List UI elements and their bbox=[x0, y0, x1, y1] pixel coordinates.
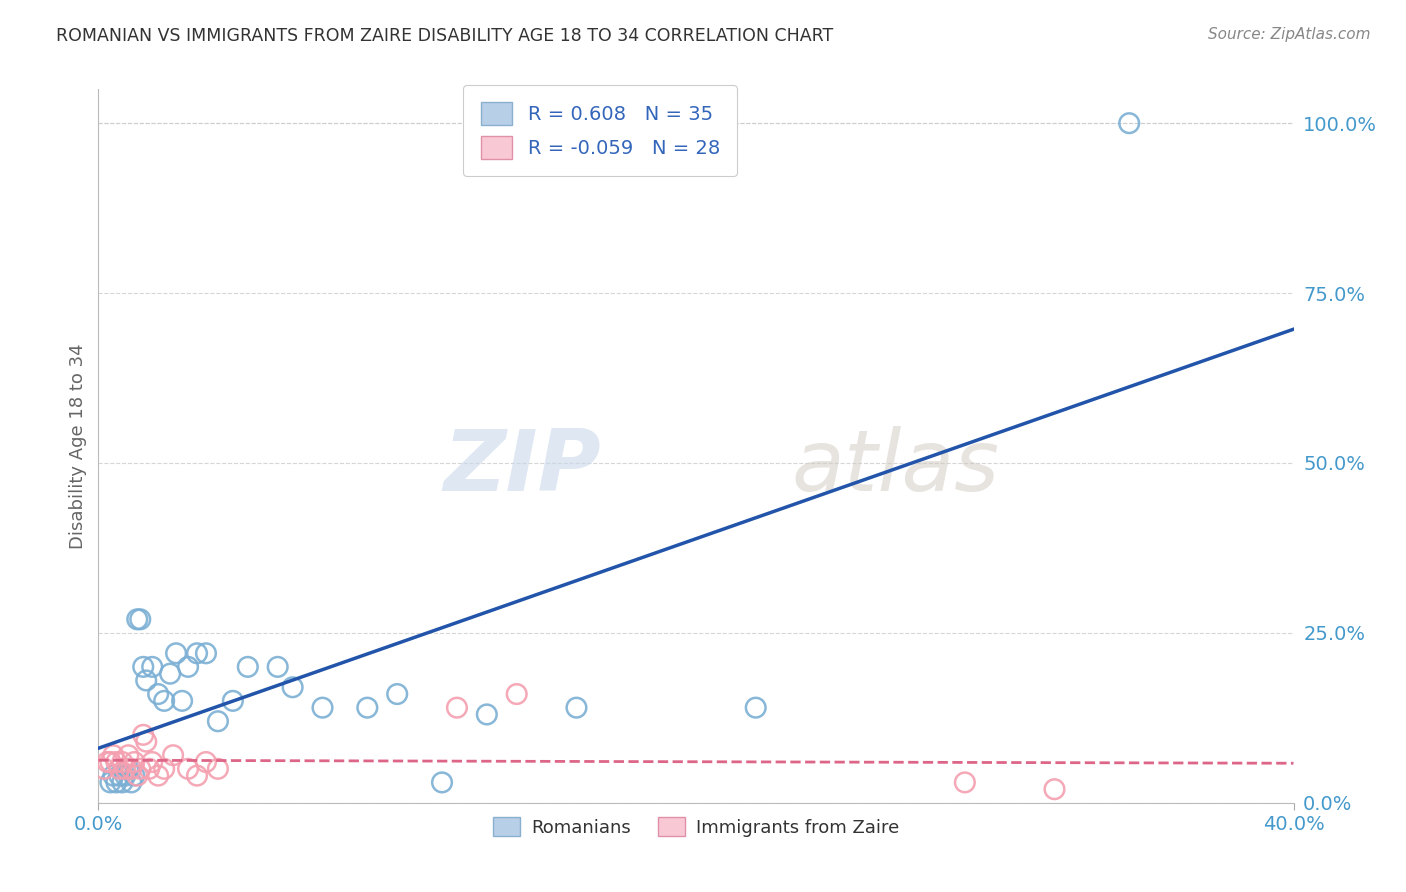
Point bbox=[177, 660, 200, 674]
Point bbox=[138, 762, 160, 776]
Text: atlas: atlas bbox=[792, 425, 1000, 509]
Point bbox=[195, 646, 218, 660]
Point bbox=[127, 769, 149, 783]
Point bbox=[93, 762, 115, 776]
Point bbox=[111, 755, 134, 769]
Point bbox=[141, 755, 163, 769]
Point bbox=[430, 775, 453, 789]
Point bbox=[105, 755, 128, 769]
Legend: Romanians, Immigrants from Zaire: Romanians, Immigrants from Zaire bbox=[486, 810, 905, 844]
Point bbox=[124, 769, 146, 783]
Point bbox=[311, 700, 333, 714]
Point bbox=[186, 769, 208, 783]
Point bbox=[953, 775, 976, 789]
Point bbox=[132, 728, 155, 742]
Point bbox=[165, 646, 187, 660]
Point bbox=[159, 666, 181, 681]
Point bbox=[207, 762, 229, 776]
Point bbox=[120, 775, 142, 789]
Point bbox=[207, 714, 229, 729]
Point bbox=[111, 775, 134, 789]
Point bbox=[98, 775, 122, 789]
Point bbox=[108, 769, 131, 783]
Point bbox=[172, 694, 194, 708]
Point bbox=[385, 687, 409, 701]
Point bbox=[120, 762, 142, 776]
Point bbox=[153, 694, 176, 708]
Point bbox=[153, 762, 176, 776]
Point bbox=[267, 660, 290, 674]
Point bbox=[103, 769, 125, 783]
Text: ZIP: ZIP bbox=[443, 425, 600, 509]
Point bbox=[222, 694, 245, 708]
Point bbox=[124, 755, 146, 769]
Text: Source: ZipAtlas.com: Source: ZipAtlas.com bbox=[1208, 27, 1371, 42]
Point bbox=[114, 769, 136, 783]
Point bbox=[1118, 116, 1140, 130]
Text: ROMANIAN VS IMMIGRANTS FROM ZAIRE DISABILITY AGE 18 TO 34 CORRELATION CHART: ROMANIAN VS IMMIGRANTS FROM ZAIRE DISABI… bbox=[56, 27, 834, 45]
Point bbox=[103, 748, 125, 763]
Point bbox=[148, 769, 170, 783]
Point bbox=[236, 660, 259, 674]
Point bbox=[356, 700, 378, 714]
Point bbox=[135, 673, 157, 688]
Point bbox=[96, 755, 118, 769]
Point bbox=[129, 612, 152, 626]
Point bbox=[745, 700, 768, 714]
Point bbox=[446, 700, 468, 714]
Point bbox=[565, 700, 588, 714]
Point bbox=[186, 646, 208, 660]
Point bbox=[148, 687, 170, 701]
Point bbox=[1043, 782, 1066, 797]
Point bbox=[108, 762, 131, 776]
Y-axis label: Disability Age 18 to 34: Disability Age 18 to 34 bbox=[69, 343, 87, 549]
Point bbox=[475, 707, 498, 722]
Point bbox=[98, 755, 122, 769]
Point bbox=[127, 612, 149, 626]
Point bbox=[132, 660, 155, 674]
Point bbox=[177, 762, 200, 776]
Point bbox=[281, 680, 304, 694]
Point bbox=[117, 762, 139, 776]
Point bbox=[117, 748, 139, 763]
Point bbox=[129, 762, 152, 776]
Point bbox=[141, 660, 163, 674]
Point bbox=[506, 687, 529, 701]
Point bbox=[162, 748, 184, 763]
Point bbox=[114, 762, 136, 776]
Point bbox=[105, 775, 128, 789]
Point bbox=[195, 755, 218, 769]
Point bbox=[135, 734, 157, 748]
